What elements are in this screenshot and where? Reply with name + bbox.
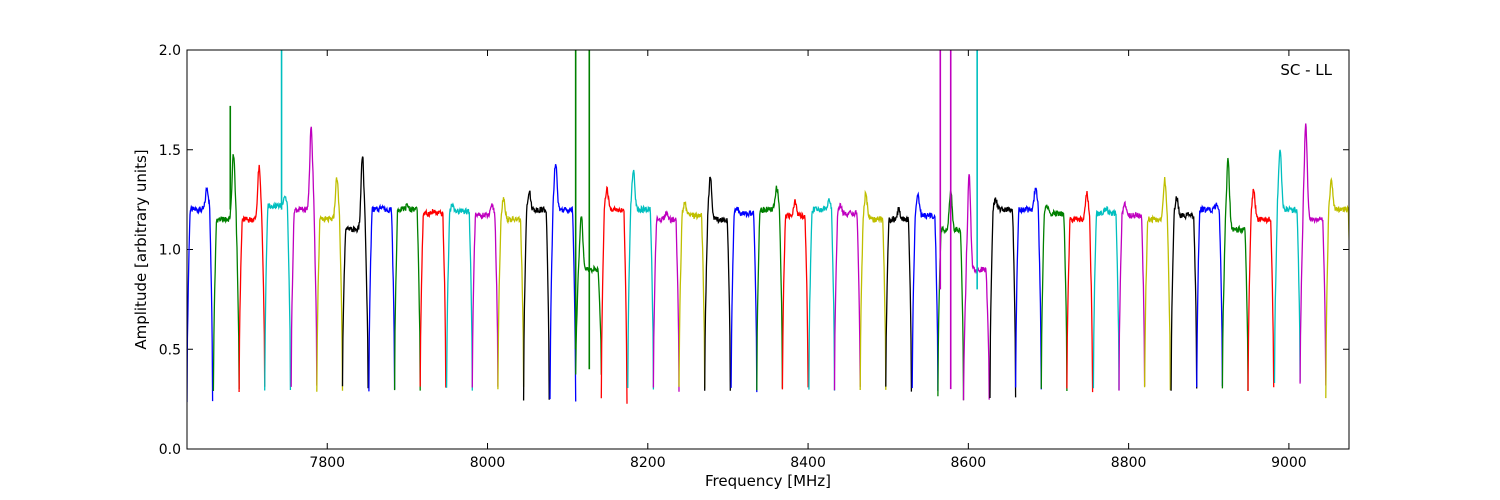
y-axis-label: Amplitude [arbitrary units] bbox=[132, 149, 150, 349]
x-axis-label: Frequency [MHz] bbox=[705, 472, 831, 490]
y-tick-label: 0.5 bbox=[159, 342, 181, 358]
band-series-line bbox=[1143, 177, 1171, 391]
band-series-line bbox=[1092, 205, 1120, 391]
band-series-line bbox=[419, 208, 447, 388]
band-series-line bbox=[1299, 123, 1327, 386]
band-series-line bbox=[678, 201, 706, 389]
x-tick-label: 8600 bbox=[951, 455, 987, 471]
band-series-line bbox=[600, 185, 628, 404]
plot-series bbox=[187, 50, 1349, 404]
y-tick-label: 1.0 bbox=[159, 243, 181, 259]
band-series-line bbox=[212, 154, 240, 392]
band-series-line bbox=[652, 210, 680, 392]
band-series-line bbox=[1325, 176, 1349, 399]
band-series-line bbox=[1221, 157, 1249, 391]
band-series-line bbox=[187, 187, 214, 403]
band-series-line bbox=[1196, 202, 1224, 388]
band-series-line bbox=[1118, 200, 1146, 391]
band-series-line bbox=[962, 174, 990, 401]
band-series-line bbox=[445, 202, 473, 391]
y-tick-label: 1.5 bbox=[159, 143, 181, 159]
band-series-line bbox=[911, 191, 939, 391]
band-series-line bbox=[368, 203, 396, 392]
x-tick-label: 8400 bbox=[790, 455, 826, 471]
band-series-line bbox=[885, 206, 913, 392]
band-series-line bbox=[549, 164, 577, 402]
band-series-line bbox=[627, 169, 655, 390]
x-tick-label: 9000 bbox=[1271, 455, 1307, 471]
y-tick-label: 0.0 bbox=[159, 442, 181, 458]
band-series-line bbox=[393, 202, 421, 391]
band-series-line bbox=[704, 176, 731, 391]
band-series-line bbox=[730, 206, 758, 393]
band-series-line bbox=[1040, 204, 1068, 392]
band-series-line bbox=[859, 189, 887, 391]
tick-labels: 7800 8000 8200 8400 8600 8800 9000 0.0 0.5 1.0 1.5… bbox=[159, 43, 1307, 471]
x-tick-label: 7800 bbox=[309, 455, 345, 471]
band-series-line bbox=[833, 202, 861, 391]
corner-annotation: SC - LL bbox=[1280, 61, 1332, 79]
plot-frame bbox=[186, 49, 1350, 450]
x-tick-label: 8800 bbox=[1111, 455, 1147, 471]
band-series-line bbox=[1273, 149, 1301, 384]
band-series-line bbox=[316, 177, 344, 392]
band-series-line bbox=[808, 198, 836, 391]
band-series-line bbox=[290, 126, 318, 387]
band-series-line bbox=[471, 203, 499, 388]
band-series-line bbox=[1014, 187, 1042, 390]
band-series-line bbox=[497, 197, 525, 390]
band-series-line bbox=[264, 195, 292, 391]
axis-ticks bbox=[187, 49, 1349, 450]
band-series-line bbox=[781, 199, 809, 390]
band-series-line bbox=[756, 185, 784, 391]
x-tick-label: 8000 bbox=[470, 455, 506, 471]
y-tick-label: 2.0 bbox=[159, 43, 181, 59]
band-series-line bbox=[522, 190, 550, 401]
band-series-line bbox=[1170, 196, 1198, 391]
band-series-line bbox=[1066, 191, 1094, 393]
band-series-line bbox=[1247, 188, 1275, 392]
x-tick-label: 8200 bbox=[630, 455, 666, 471]
band-series-line bbox=[341, 156, 369, 389]
band-series-line bbox=[989, 197, 1017, 399]
band-series-line bbox=[238, 164, 266, 393]
